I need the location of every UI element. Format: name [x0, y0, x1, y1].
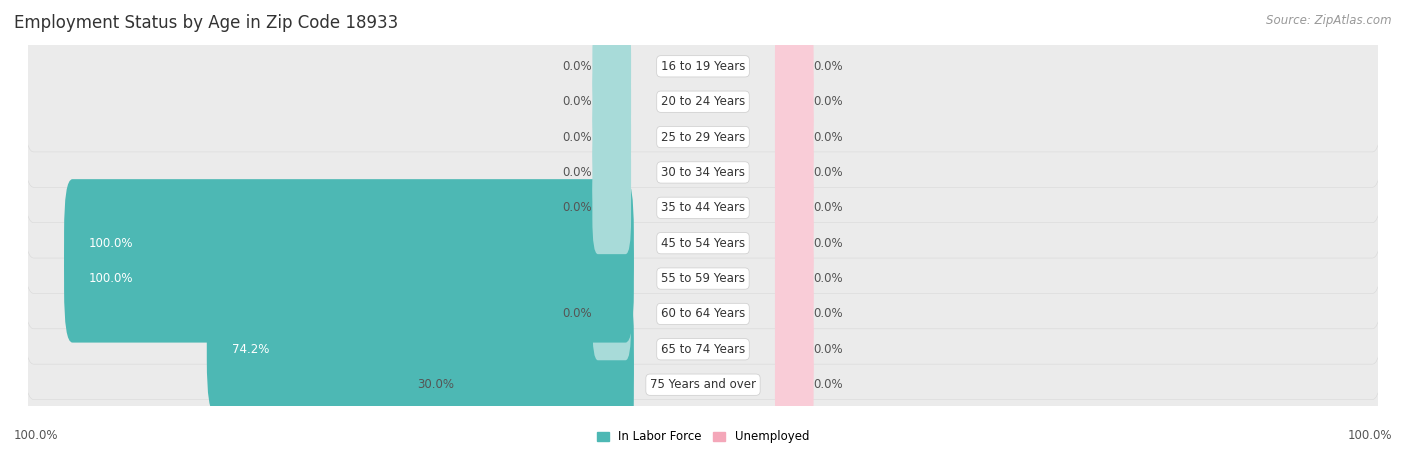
- FancyBboxPatch shape: [775, 161, 814, 254]
- Text: 0.0%: 0.0%: [814, 60, 844, 73]
- FancyBboxPatch shape: [775, 197, 814, 290]
- FancyBboxPatch shape: [775, 20, 814, 113]
- Text: 0.0%: 0.0%: [814, 201, 844, 214]
- FancyBboxPatch shape: [592, 126, 631, 219]
- Text: 0.0%: 0.0%: [562, 60, 592, 73]
- FancyBboxPatch shape: [592, 267, 631, 360]
- Text: 0.0%: 0.0%: [814, 237, 844, 250]
- Text: 35 to 44 Years: 35 to 44 Years: [661, 201, 745, 214]
- Text: 45 to 54 Years: 45 to 54 Years: [661, 237, 745, 250]
- FancyBboxPatch shape: [22, 51, 1384, 223]
- Text: 0.0%: 0.0%: [814, 308, 844, 320]
- Text: 20 to 24 Years: 20 to 24 Years: [661, 95, 745, 108]
- Text: 30 to 34 Years: 30 to 34 Years: [661, 166, 745, 179]
- Text: 0.0%: 0.0%: [562, 95, 592, 108]
- FancyBboxPatch shape: [775, 338, 814, 431]
- Legend: In Labor Force, Unemployed: In Labor Force, Unemployed: [598, 430, 808, 443]
- Text: 0.0%: 0.0%: [814, 166, 844, 179]
- FancyBboxPatch shape: [22, 122, 1384, 294]
- Text: 0.0%: 0.0%: [562, 166, 592, 179]
- FancyBboxPatch shape: [592, 91, 631, 184]
- Text: 0.0%: 0.0%: [562, 131, 592, 143]
- Text: 0.0%: 0.0%: [814, 131, 844, 143]
- FancyBboxPatch shape: [592, 161, 631, 254]
- FancyBboxPatch shape: [22, 264, 1384, 435]
- Text: 65 to 74 Years: 65 to 74 Years: [661, 343, 745, 356]
- FancyBboxPatch shape: [207, 285, 634, 413]
- Text: Source: ZipAtlas.com: Source: ZipAtlas.com: [1267, 14, 1392, 27]
- Text: 0.0%: 0.0%: [814, 343, 844, 356]
- Text: 0.0%: 0.0%: [814, 95, 844, 108]
- FancyBboxPatch shape: [775, 91, 814, 184]
- FancyBboxPatch shape: [22, 299, 1384, 451]
- Text: 100.0%: 100.0%: [14, 429, 59, 442]
- Text: 0.0%: 0.0%: [814, 378, 844, 391]
- FancyBboxPatch shape: [22, 228, 1384, 400]
- FancyBboxPatch shape: [65, 215, 634, 343]
- Text: 100.0%: 100.0%: [89, 272, 134, 285]
- FancyBboxPatch shape: [65, 179, 634, 307]
- FancyBboxPatch shape: [22, 87, 1384, 258]
- Text: 0.0%: 0.0%: [562, 308, 592, 320]
- FancyBboxPatch shape: [775, 126, 814, 219]
- FancyBboxPatch shape: [592, 55, 631, 148]
- Text: 30.0%: 30.0%: [418, 378, 454, 391]
- FancyBboxPatch shape: [22, 0, 1384, 152]
- FancyBboxPatch shape: [775, 303, 814, 396]
- Text: Employment Status by Age in Zip Code 18933: Employment Status by Age in Zip Code 189…: [14, 14, 398, 32]
- FancyBboxPatch shape: [592, 20, 631, 113]
- Text: 16 to 19 Years: 16 to 19 Years: [661, 60, 745, 73]
- Text: 100.0%: 100.0%: [1347, 429, 1392, 442]
- FancyBboxPatch shape: [775, 232, 814, 325]
- Text: 25 to 29 Years: 25 to 29 Years: [661, 131, 745, 143]
- Text: 60 to 64 Years: 60 to 64 Years: [661, 308, 745, 320]
- FancyBboxPatch shape: [22, 193, 1384, 364]
- Text: 74.2%: 74.2%: [232, 343, 269, 356]
- Text: 0.0%: 0.0%: [814, 272, 844, 285]
- FancyBboxPatch shape: [22, 16, 1384, 187]
- Text: 55 to 59 Years: 55 to 59 Years: [661, 272, 745, 285]
- Text: 100.0%: 100.0%: [89, 237, 134, 250]
- FancyBboxPatch shape: [451, 321, 634, 449]
- FancyBboxPatch shape: [775, 55, 814, 148]
- Text: 75 Years and over: 75 Years and over: [650, 378, 756, 391]
- FancyBboxPatch shape: [22, 157, 1384, 329]
- FancyBboxPatch shape: [775, 267, 814, 360]
- Text: 0.0%: 0.0%: [562, 201, 592, 214]
